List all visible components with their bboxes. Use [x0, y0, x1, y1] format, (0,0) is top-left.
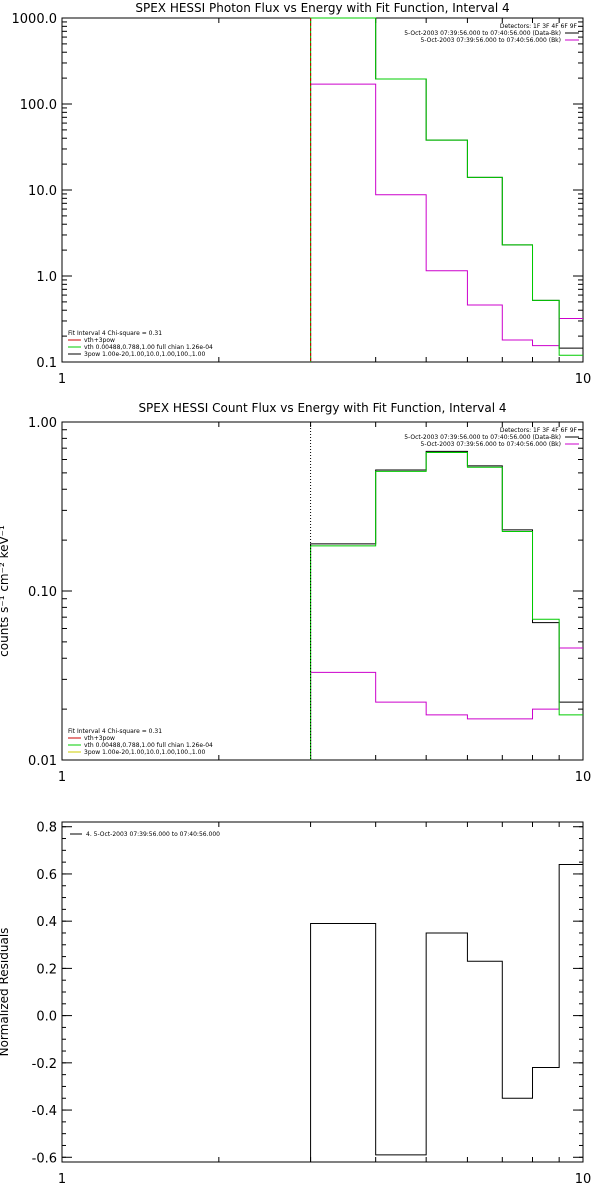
x-tick-label: 10 [575, 372, 592, 387]
y-tick-label: 100.0 [20, 98, 57, 113]
x-tick-label: 1 [58, 372, 66, 387]
series-0-line [310, 450, 583, 760]
legend-bottom-left-entry: vth+3pow [84, 735, 115, 742]
series-0-line [310, 864, 584, 1162]
photon-flux-panel: SPEX HESSI Photon Flux vs Energy with Fi… [12, 1, 592, 387]
y-tick-label: 10.0 [28, 184, 57, 199]
y-axis-label: Normalized Residuals [0, 928, 11, 1057]
legend-top-right-entry: 5-Oct-2003 07:39:56.000 to 07:40:56.000 … [421, 441, 562, 448]
y-tick-label: -0.2 [32, 1057, 57, 1072]
legend-bottom-left-entry: 3pow 1.00e-20,1.00,10.0,1.00,100.,1.00 [84, 351, 205, 358]
series-0-line [310, 17, 583, 362]
y-tick-label: 1.0 [36, 270, 57, 285]
plot-frame [61, 17, 584, 363]
legend-top-right-entry: Detectors: 1F 3F 4F 6F 9F [500, 427, 578, 434]
legend-bottom-left-entry: Fit Interval 4 Chi-square = 0.31 [68, 330, 162, 337]
series-1-line [310, 647, 583, 760]
series-2-line [310, 17, 583, 362]
legend-top-right-entry: 5-Oct-2003 07:39:56.000 to 07:40:56.000 … [421, 37, 562, 44]
plot-frame [61, 821, 584, 1163]
series-2-line [310, 451, 583, 760]
legend-top-left-entry: 4. 5-Oct-2003 07:39:56.000 to 07:40:56.0… [86, 831, 220, 838]
x-tick-label: 1 [58, 770, 66, 785]
y-tick-label: 0.2 [36, 962, 57, 977]
legend-top-right-entry: 5-Oct-2003 07:39:56.000 to 07:40:56.000 … [404, 30, 561, 37]
count-flux-panel: SPEX HESSI Count Flux vs Energy with Fit… [0, 401, 591, 785]
legend-bottom-left-entry: vth+3pow [84, 337, 115, 344]
y-tick-label: -0.6 [32, 1151, 57, 1166]
y-axis-label: counts s⁻¹ cm⁻² keV⁻¹ [0, 525, 11, 657]
y-tick-label: -0.4 [32, 1104, 57, 1119]
legend-top-right-entry: Detectors: 1F 3F 4F 6F 9F [500, 23, 578, 30]
legend-bottom-left-entry: vth 0.00488,0.788,1.00 full chian 1.26e-… [84, 344, 213, 351]
x-tick-label: 10 [575, 1172, 592, 1187]
chart-title: SPEX HESSI Count Flux vs Energy with Fit… [138, 401, 506, 415]
y-tick-label: 0.4 [36, 915, 57, 930]
y-tick-label: 0.8 [36, 821, 57, 836]
y-tick-label: 0.1 [36, 356, 57, 371]
legend-bottom-left-entry: vth 0.00488,0.788,1.00 full chian 1.26e-… [84, 742, 213, 749]
legend-bottom-left-entry: 3pow 1.00e-20,1.00,10.0,1.00,100.,1.00 [84, 749, 205, 756]
y-tick-label: 1.00 [28, 416, 57, 431]
plot-frame [61, 421, 584, 761]
series-1-line [310, 83, 583, 362]
y-tick-label: 0.0 [36, 1010, 57, 1025]
chart-title: SPEX HESSI Photon Flux vs Energy with Fi… [135, 1, 509, 15]
y-tick-label: 0.01 [28, 754, 57, 769]
legend-top-right-entry: 5-Oct-2003 07:39:56.000 to 07:40:56.000 … [404, 434, 561, 441]
y-tick-label: 0.10 [28, 585, 57, 600]
residuals-panel: Normalized Residuals 1 10 -0.6 -0.4 -0.2 0.0 0.… [0, 821, 591, 1187]
legend-bottom-left-entry: Fit Interval 4 Chi-square = 0.31 [68, 728, 162, 735]
y-tick-label: 1000.0 [12, 12, 58, 27]
x-tick-label: 10 [575, 770, 592, 785]
y-tick-label: 0.6 [36, 868, 57, 883]
x-tick-label: 1 [58, 1172, 66, 1187]
